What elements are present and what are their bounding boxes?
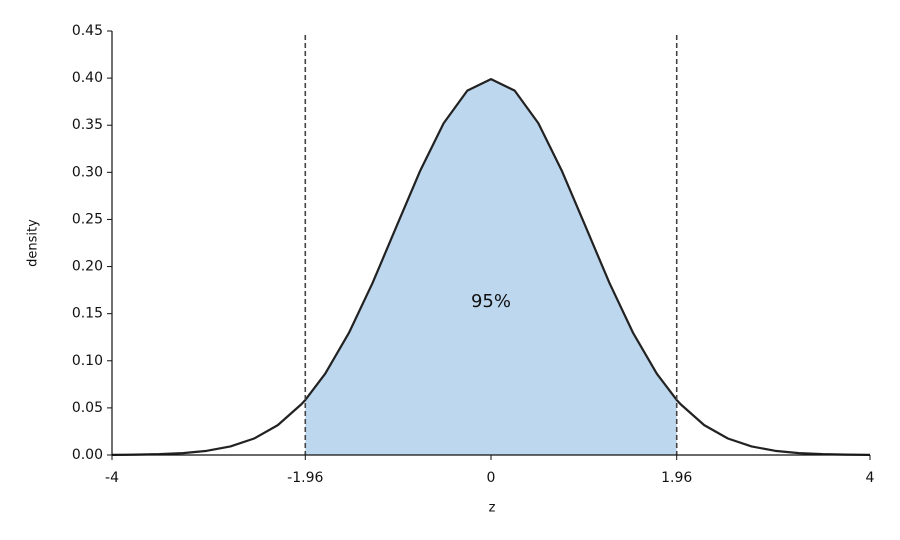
x-tick-label: 0 (487, 470, 496, 486)
x-tick-label: -1.96 (287, 470, 323, 486)
x-tick-label: 1.96 (661, 470, 692, 486)
y-tick-label: 0.20 (72, 259, 103, 275)
y-tick-label: 0.05 (72, 400, 103, 416)
density-curve (111, 78, 871, 457)
y-axis-label: density (26, 219, 41, 267)
shaded-area (305, 79, 677, 455)
y-tick-label: 0.40 (72, 70, 103, 86)
y-tick-label: 0.45 (72, 23, 103, 39)
x-axis-label: z (489, 501, 496, 516)
annotation: 95% (471, 291, 511, 312)
x-tick-label: -4 (105, 470, 119, 486)
x-tick-label: 4 (866, 470, 875, 486)
y-tick-label: 0.00 (72, 447, 103, 463)
y-tick-label: 0.10 (72, 353, 103, 369)
y-tick-label: 0.35 (72, 117, 103, 133)
y-tick-label: 0.15 (72, 306, 103, 322)
y-tick-label: 0.30 (72, 164, 103, 180)
y-tick-label: 0.25 (72, 211, 103, 227)
